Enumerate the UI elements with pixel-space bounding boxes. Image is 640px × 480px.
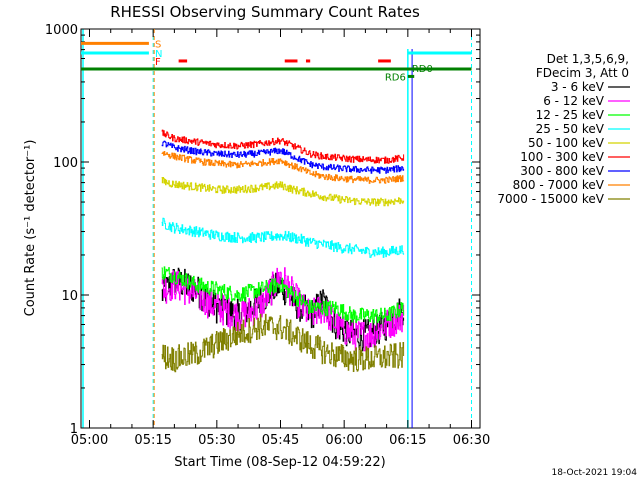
series-line xyxy=(161,217,405,258)
series-line xyxy=(161,129,405,164)
legend-entry-label: 25 - 50 keV xyxy=(536,122,605,136)
flag-label: N xyxy=(155,49,162,60)
legend-header-line-1: Det 1,3,5,6,9, xyxy=(547,52,629,66)
series-line xyxy=(161,313,405,373)
series-line xyxy=(161,177,405,207)
legend-entry-label: 100 - 300 keV xyxy=(520,150,604,164)
legend-header-line-2: FDecim 3, Att 0 xyxy=(536,66,629,80)
legend-entry-label: 7000 - 15000 keV xyxy=(497,192,604,206)
series-line xyxy=(161,140,405,174)
y-tick-label: 100 xyxy=(53,156,78,171)
flag-label: RD0 xyxy=(412,64,433,75)
footer-timestamp: 18-Oct-2021 19:04 xyxy=(552,468,638,478)
series-line xyxy=(161,266,405,324)
legend-entry-label: 3 - 6 keV xyxy=(551,80,605,94)
flag-label: S xyxy=(155,39,161,50)
chart-title: RHESSI Observing Summary Count Rates xyxy=(110,3,420,21)
x-tick-label: 05:30 xyxy=(198,433,235,448)
flag-label: RD6 xyxy=(385,72,406,83)
y-tick-label: 10 xyxy=(61,289,78,304)
plot-frame xyxy=(80,28,481,429)
x-tick-label: 06:30 xyxy=(453,433,490,448)
legend-entry-label: 6 - 12 keV xyxy=(543,94,605,108)
y-axis-label: Count Rate (s⁻¹ detector⁻¹) xyxy=(23,140,38,317)
legend: Det 1,3,5,6,9,FDecim 3, Att 03 - 6 keV6 … xyxy=(497,52,630,206)
y-tick-label: 1 xyxy=(70,422,78,437)
legend-entry-label: 800 - 7000 keV xyxy=(513,178,605,192)
legend-entry-label: 50 - 100 keV xyxy=(528,136,605,150)
x-tick-label: 05:45 xyxy=(262,433,299,448)
x-axis-label: Start Time (08-Sep-12 04:59:22) xyxy=(174,455,385,470)
x-tick-label: 06:00 xyxy=(325,433,362,448)
x-tick-label: 05:15 xyxy=(134,433,171,448)
flag-label: F xyxy=(155,57,161,68)
legend-entry-label: 12 - 25 keV xyxy=(536,108,605,122)
legend-entry-label: 300 - 800 keV xyxy=(520,164,604,178)
series-line xyxy=(161,151,405,184)
x-tick-label: 06:15 xyxy=(389,433,426,448)
y-tick-label: 1000 xyxy=(45,23,78,38)
x-tick-label: 05:00 xyxy=(71,433,108,448)
